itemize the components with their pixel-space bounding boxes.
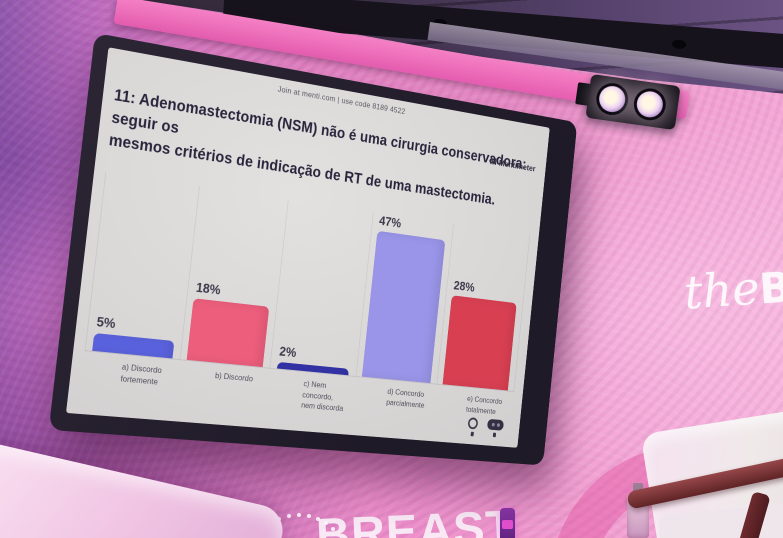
person-circle-icon xyxy=(467,417,479,430)
wall-script-b: B xyxy=(757,262,783,314)
counter-pill-icon xyxy=(486,418,505,431)
category-label: b) Discordo xyxy=(214,370,254,384)
participants-icon xyxy=(467,417,479,437)
wall-brand-text: theB xyxy=(682,261,783,320)
bar-4 xyxy=(361,231,445,384)
bar-1 xyxy=(92,333,175,359)
bar-5 xyxy=(442,294,517,391)
footer-stem-icon xyxy=(492,432,497,438)
stage-lamp-icon xyxy=(594,81,631,118)
mentimeter-m-icon: M xyxy=(489,156,498,168)
bar-2 xyxy=(186,297,270,368)
slide-footer xyxy=(467,417,505,438)
water-bottle-center xyxy=(500,508,515,538)
stage-lamp-icon xyxy=(631,86,668,123)
category-label: a) Discordo fortemente xyxy=(120,361,163,387)
recessed-light-icon xyxy=(671,39,687,50)
chart-column-5: 28% xyxy=(436,223,531,392)
category-label: d) Concordo parcialmente xyxy=(385,386,425,410)
footer-stem-icon xyxy=(470,431,474,437)
mentimeter-slide: Join at menti.com | use code 8189 4522 M… xyxy=(65,47,550,448)
bar-chart: 5% 18% 2% 47% 28% a) Discordo fortemente b) D… xyxy=(80,172,531,429)
wall-script-the: the xyxy=(681,260,761,320)
light-mount xyxy=(575,82,593,106)
category-label: c) Nem concordo, nem discorda xyxy=(300,378,344,414)
response-counter xyxy=(486,418,505,438)
